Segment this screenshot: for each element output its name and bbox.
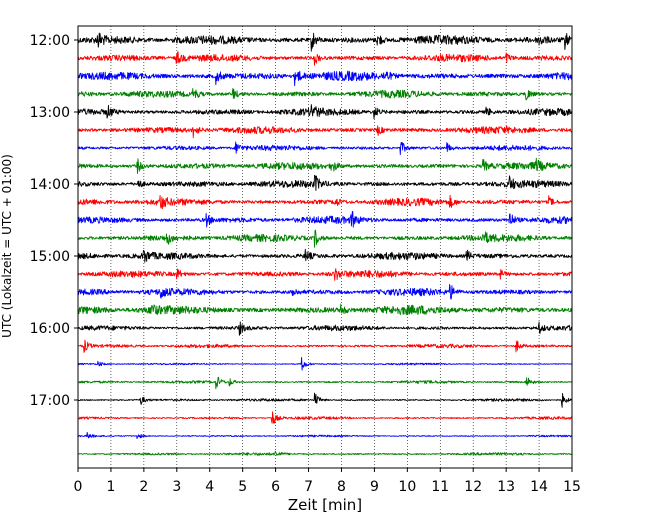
y-axis-label: UTC (Lokalzeit = UTC + 01:00) bbox=[0, 154, 14, 338]
trace-1600 bbox=[77, 321, 572, 336]
y-tick-label-13:00: 13:00 bbox=[30, 105, 70, 121]
trace-1245 bbox=[77, 87, 573, 101]
y-tick-label-14:00: 14:00 bbox=[30, 177, 70, 193]
trace-1345 bbox=[77, 157, 573, 174]
trace-1430 bbox=[77, 211, 573, 228]
trace-1400 bbox=[77, 174, 573, 191]
x-tick-label-6: 6 bbox=[271, 479, 280, 495]
trace-1315 bbox=[77, 125, 573, 139]
x-tick-label-7: 7 bbox=[304, 479, 313, 495]
x-tick-label-11: 11 bbox=[431, 479, 449, 495]
trace-1230 bbox=[77, 70, 573, 87]
x-tick-label-1: 1 bbox=[106, 479, 115, 495]
trace-1215 bbox=[77, 51, 573, 66]
trace-1415 bbox=[77, 194, 573, 210]
trace-lines bbox=[77, 32, 573, 456]
trace-1530 bbox=[77, 283, 573, 300]
x-tick-label-8: 8 bbox=[337, 479, 346, 495]
trace-1700 bbox=[77, 392, 573, 408]
trace-1445 bbox=[77, 229, 573, 248]
trace-1300 bbox=[77, 104, 573, 120]
x-axis-ticks: 0 1 2 3 4 5 6 7 8 9 10 11 12 13 14 15 bbox=[74, 468, 581, 495]
trace-1330 bbox=[77, 141, 572, 156]
x-tick-label-10: 10 bbox=[398, 479, 416, 495]
x-tick-label-4: 4 bbox=[205, 479, 214, 495]
trace-1645 bbox=[77, 376, 572, 390]
trace-1730 bbox=[77, 431, 573, 440]
x-tick-label-13: 13 bbox=[497, 479, 515, 495]
x-tick-label-9: 9 bbox=[370, 479, 379, 495]
x-tick-label-5: 5 bbox=[238, 479, 247, 495]
trace-1615 bbox=[77, 339, 572, 353]
x-tick-label-15: 15 bbox=[563, 479, 581, 495]
x-axis-label: Zeit [min] bbox=[288, 496, 362, 514]
plot-frame bbox=[77, 25, 573, 469]
y-tick-label-16:00: 16:00 bbox=[30, 321, 70, 337]
y-tick-label-15:00: 15:00 bbox=[30, 249, 70, 265]
x-tick-label-2: 2 bbox=[139, 479, 148, 495]
trace-1715 bbox=[77, 411, 572, 424]
trace-1200 bbox=[77, 32, 573, 52]
y-tick-label-12:00: 12:00 bbox=[30, 33, 70, 49]
x-tick-label-12: 12 bbox=[464, 479, 482, 495]
x-tick-label-0: 0 bbox=[74, 479, 83, 495]
trace-1745 bbox=[78, 450, 573, 456]
trace-1545 bbox=[77, 303, 573, 316]
y-tick-label-17:00: 17:00 bbox=[30, 393, 70, 409]
trace-1630 bbox=[77, 356, 573, 371]
x-tick-label-3: 3 bbox=[172, 479, 181, 495]
trace-1500 bbox=[77, 248, 573, 263]
x-tick-label-14: 14 bbox=[530, 479, 548, 495]
trace-1515 bbox=[77, 268, 573, 281]
y-axis-ticks: 12:00 13:00 14:00 15:00 16:00 17:00 bbox=[30, 33, 78, 409]
